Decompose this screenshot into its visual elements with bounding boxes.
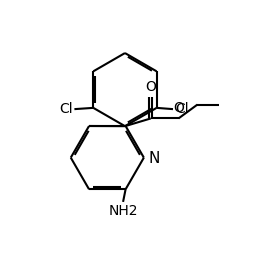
Text: O: O xyxy=(173,101,184,115)
Text: Cl: Cl xyxy=(59,102,72,116)
Text: O: O xyxy=(145,80,156,94)
Text: Cl: Cl xyxy=(175,102,188,116)
Text: NH2: NH2 xyxy=(108,204,138,218)
Text: N: N xyxy=(148,151,160,166)
